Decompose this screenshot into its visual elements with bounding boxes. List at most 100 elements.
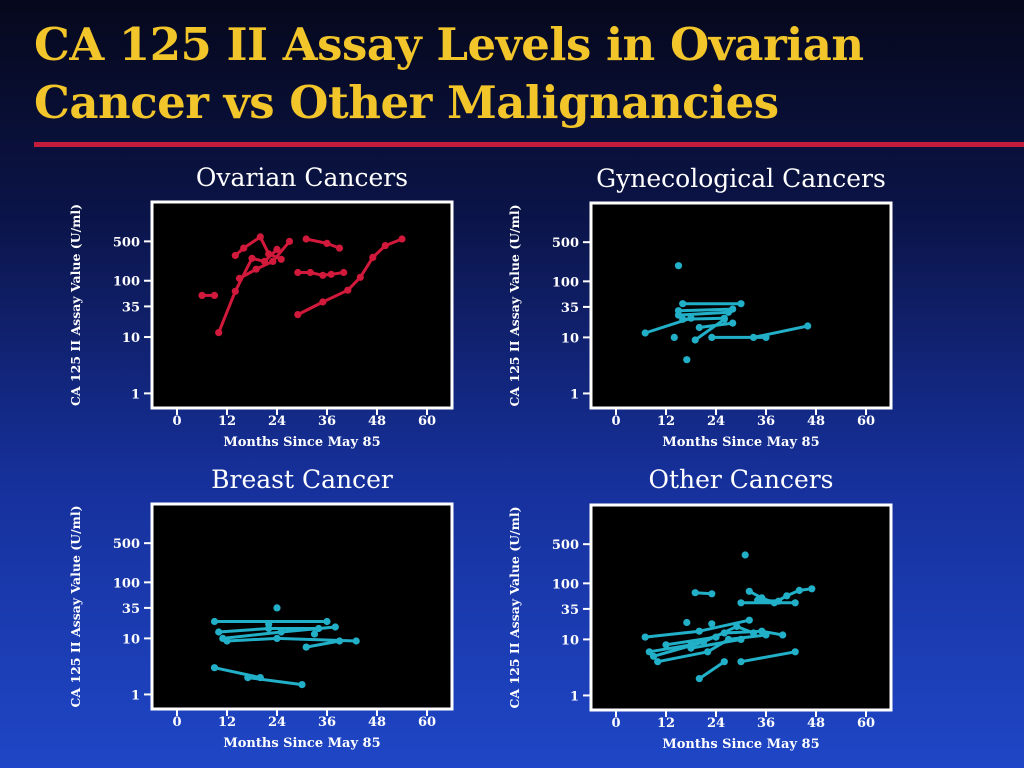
data-series — [641, 616, 753, 641]
data-series — [749, 322, 812, 341]
series-line — [664, 635, 718, 647]
data-point — [215, 628, 223, 636]
data-series — [737, 648, 799, 666]
data-point — [720, 658, 728, 666]
x-tick-label: 48 — [368, 715, 386, 730]
data-point — [783, 592, 791, 600]
data-point — [273, 604, 281, 612]
data-point — [720, 315, 728, 323]
data-series — [737, 599, 799, 607]
data-point — [687, 314, 695, 322]
x-tick-label: 12 — [657, 716, 675, 731]
series-line — [652, 625, 755, 658]
data-series — [674, 262, 683, 270]
data-point — [327, 270, 335, 278]
data-series — [695, 658, 728, 683]
x-tick-label: 48 — [807, 716, 825, 731]
y-tick-label: 500 — [113, 537, 140, 552]
data-series — [670, 333, 678, 341]
data-point — [340, 268, 348, 277]
data-point — [285, 237, 294, 245]
x-tick-label: 48 — [368, 414, 386, 429]
data-point — [649, 652, 658, 660]
x-axis-label: Months Since May 85 — [662, 435, 819, 450]
data-point — [712, 633, 720, 641]
data-series — [223, 634, 360, 645]
data-point — [352, 637, 360, 645]
data-point — [654, 658, 662, 666]
data-point — [319, 271, 327, 279]
series-line — [238, 239, 291, 280]
plot-area — [150, 200, 454, 410]
data-point — [779, 631, 787, 639]
series-line — [752, 324, 810, 339]
data-point — [231, 251, 239, 260]
data-point — [310, 630, 319, 638]
data-point — [791, 648, 799, 656]
y-tick-label: 10 — [561, 633, 579, 648]
slide-title: CA 125 II Assay Levels in Ovarian Cancer… — [34, 16, 994, 132]
data-point — [704, 648, 712, 656]
data-point — [670, 333, 678, 341]
y-tick-label: 100 — [552, 577, 579, 592]
data-point — [745, 587, 753, 595]
data-series — [198, 291, 219, 299]
y-tick-label: 100 — [113, 275, 140, 290]
data-series — [219, 623, 339, 643]
data-point — [331, 623, 339, 631]
x-tick-label: 36 — [757, 414, 775, 429]
x-tick-label: 12 — [657, 414, 675, 429]
data-point — [210, 617, 219, 626]
data-point — [804, 322, 812, 330]
series-line — [689, 637, 743, 650]
data-point — [356, 273, 364, 281]
y-tick-label: 500 — [552, 236, 579, 251]
y-tick-label: 35 — [561, 603, 579, 618]
data-point — [741, 551, 749, 559]
x-tick-label: 24 — [707, 716, 725, 731]
data-point — [335, 244, 344, 252]
data-series — [273, 604, 281, 612]
y-tick-label: 1 — [131, 688, 140, 703]
data-point — [708, 590, 716, 598]
data-point — [215, 329, 223, 337]
data-point — [265, 250, 273, 258]
data-series — [302, 235, 344, 252]
data-point — [294, 311, 302, 319]
data-point — [674, 262, 683, 270]
chart-panel-2: Gynecological Cancers 1 10 35 100 500 0 12 24 36 4… — [507, 164, 893, 450]
slide-title-line-1: CA 125 II Assay Levels in Ovarian — [34, 18, 864, 71]
chart-title: Other Cancers — [648, 465, 833, 494]
data-point — [344, 286, 352, 294]
data-point — [695, 627, 703, 635]
data-point — [294, 268, 302, 277]
data-point — [695, 323, 703, 332]
x-tick-label: 24 — [707, 414, 725, 429]
series-line — [643, 316, 693, 335]
data-point — [737, 300, 745, 308]
data-point — [737, 658, 745, 666]
x-axis-label: Months Since May 85 — [223, 736, 380, 751]
data-point — [302, 643, 310, 651]
data-point — [687, 644, 695, 652]
data-point — [774, 597, 783, 605]
x-tick-label: 48 — [807, 414, 825, 429]
data-point — [319, 298, 327, 306]
chart-title: Breast Cancer — [211, 465, 393, 494]
data-series — [674, 308, 733, 319]
data-point — [323, 239, 331, 247]
x-axis-label: Months Since May 85 — [662, 737, 819, 752]
data-series — [302, 637, 344, 651]
chart-title: Ovarian Cancers — [196, 163, 408, 192]
x-tick-label: 36 — [318, 414, 336, 429]
data-point — [724, 308, 733, 316]
y-tick-label: 1 — [570, 387, 579, 402]
data-point — [754, 596, 762, 604]
data-series — [708, 620, 716, 628]
y-tick-label: 100 — [113, 576, 140, 591]
data-point — [398, 235, 406, 243]
plot-area — [150, 502, 454, 711]
data-series — [265, 620, 273, 628]
series-line — [697, 660, 726, 681]
